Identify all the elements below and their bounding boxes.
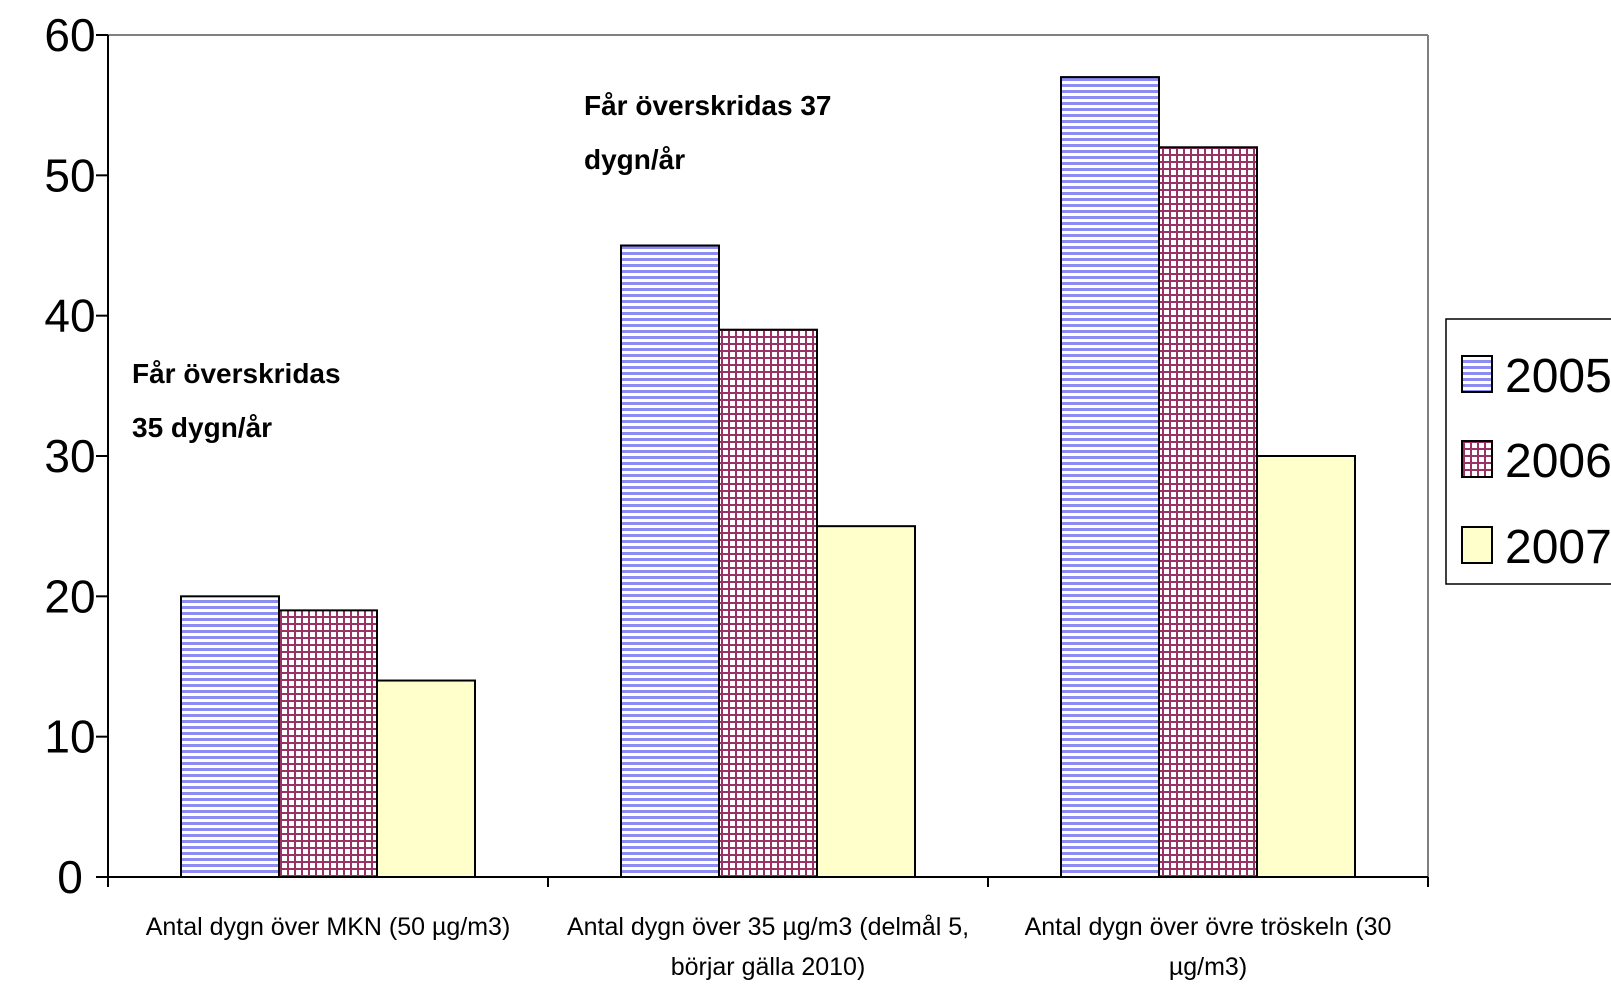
legend-label-2006: 2006 xyxy=(1505,435,1611,488)
x-category-label: Antal dygn över 35 µg/m3 (delmål 5, börja… xyxy=(567,913,969,981)
annotation-text: Får överskridas 35 dygn/år xyxy=(132,358,341,443)
bar-2005-cat-2 xyxy=(620,244,720,878)
legend-label-2005: 2005 xyxy=(1505,350,1611,403)
y-tick-label: 40 xyxy=(44,290,95,342)
bar-2005-cat-3 xyxy=(1060,76,1160,879)
annotation-text: Får överskridas 37 dygn/år xyxy=(584,90,832,175)
legend-swatch-2005 xyxy=(1461,355,1493,393)
x-category-label: Antal dygn över övre tröskeln (30 µg/m3) xyxy=(1025,913,1392,981)
legend-swatch-2007 xyxy=(1461,526,1493,564)
plot-area xyxy=(108,34,1429,877)
bars-group xyxy=(180,76,1356,879)
bar-2006-cat-1 xyxy=(278,609,378,878)
y-tick-label: 0 xyxy=(57,851,83,903)
y-tick-label: 20 xyxy=(44,570,95,622)
bar-2005-cat-1 xyxy=(180,595,280,878)
y-tick-label: 60 xyxy=(44,9,95,61)
annotations-group: Får överskridas 35 dygn/år Får överskridas… xyxy=(132,90,832,443)
y-tick-label: 50 xyxy=(44,149,95,201)
y-tick-label: 10 xyxy=(44,711,95,763)
bar-2006-cat-3 xyxy=(1158,146,1258,878)
bar-2007-cat-1 xyxy=(376,679,476,878)
axes-group: 0 10 20 30 40 50 60 Antal dygn över MKN (50 µg/… xyxy=(44,9,1429,981)
y-tick-label: 30 xyxy=(44,430,95,482)
bar-2007-cat-3 xyxy=(1256,455,1356,878)
legend: 2005 2006 2007 xyxy=(1445,318,1611,585)
bar-2006-cat-2 xyxy=(718,328,818,878)
x-category-label: Antal dygn över MKN (50 µg/m3) xyxy=(146,913,511,941)
bar-2007-cat-2 xyxy=(816,525,916,879)
legend-swatch-2006 xyxy=(1461,440,1493,478)
legend-label-2007: 2007 xyxy=(1505,521,1611,574)
